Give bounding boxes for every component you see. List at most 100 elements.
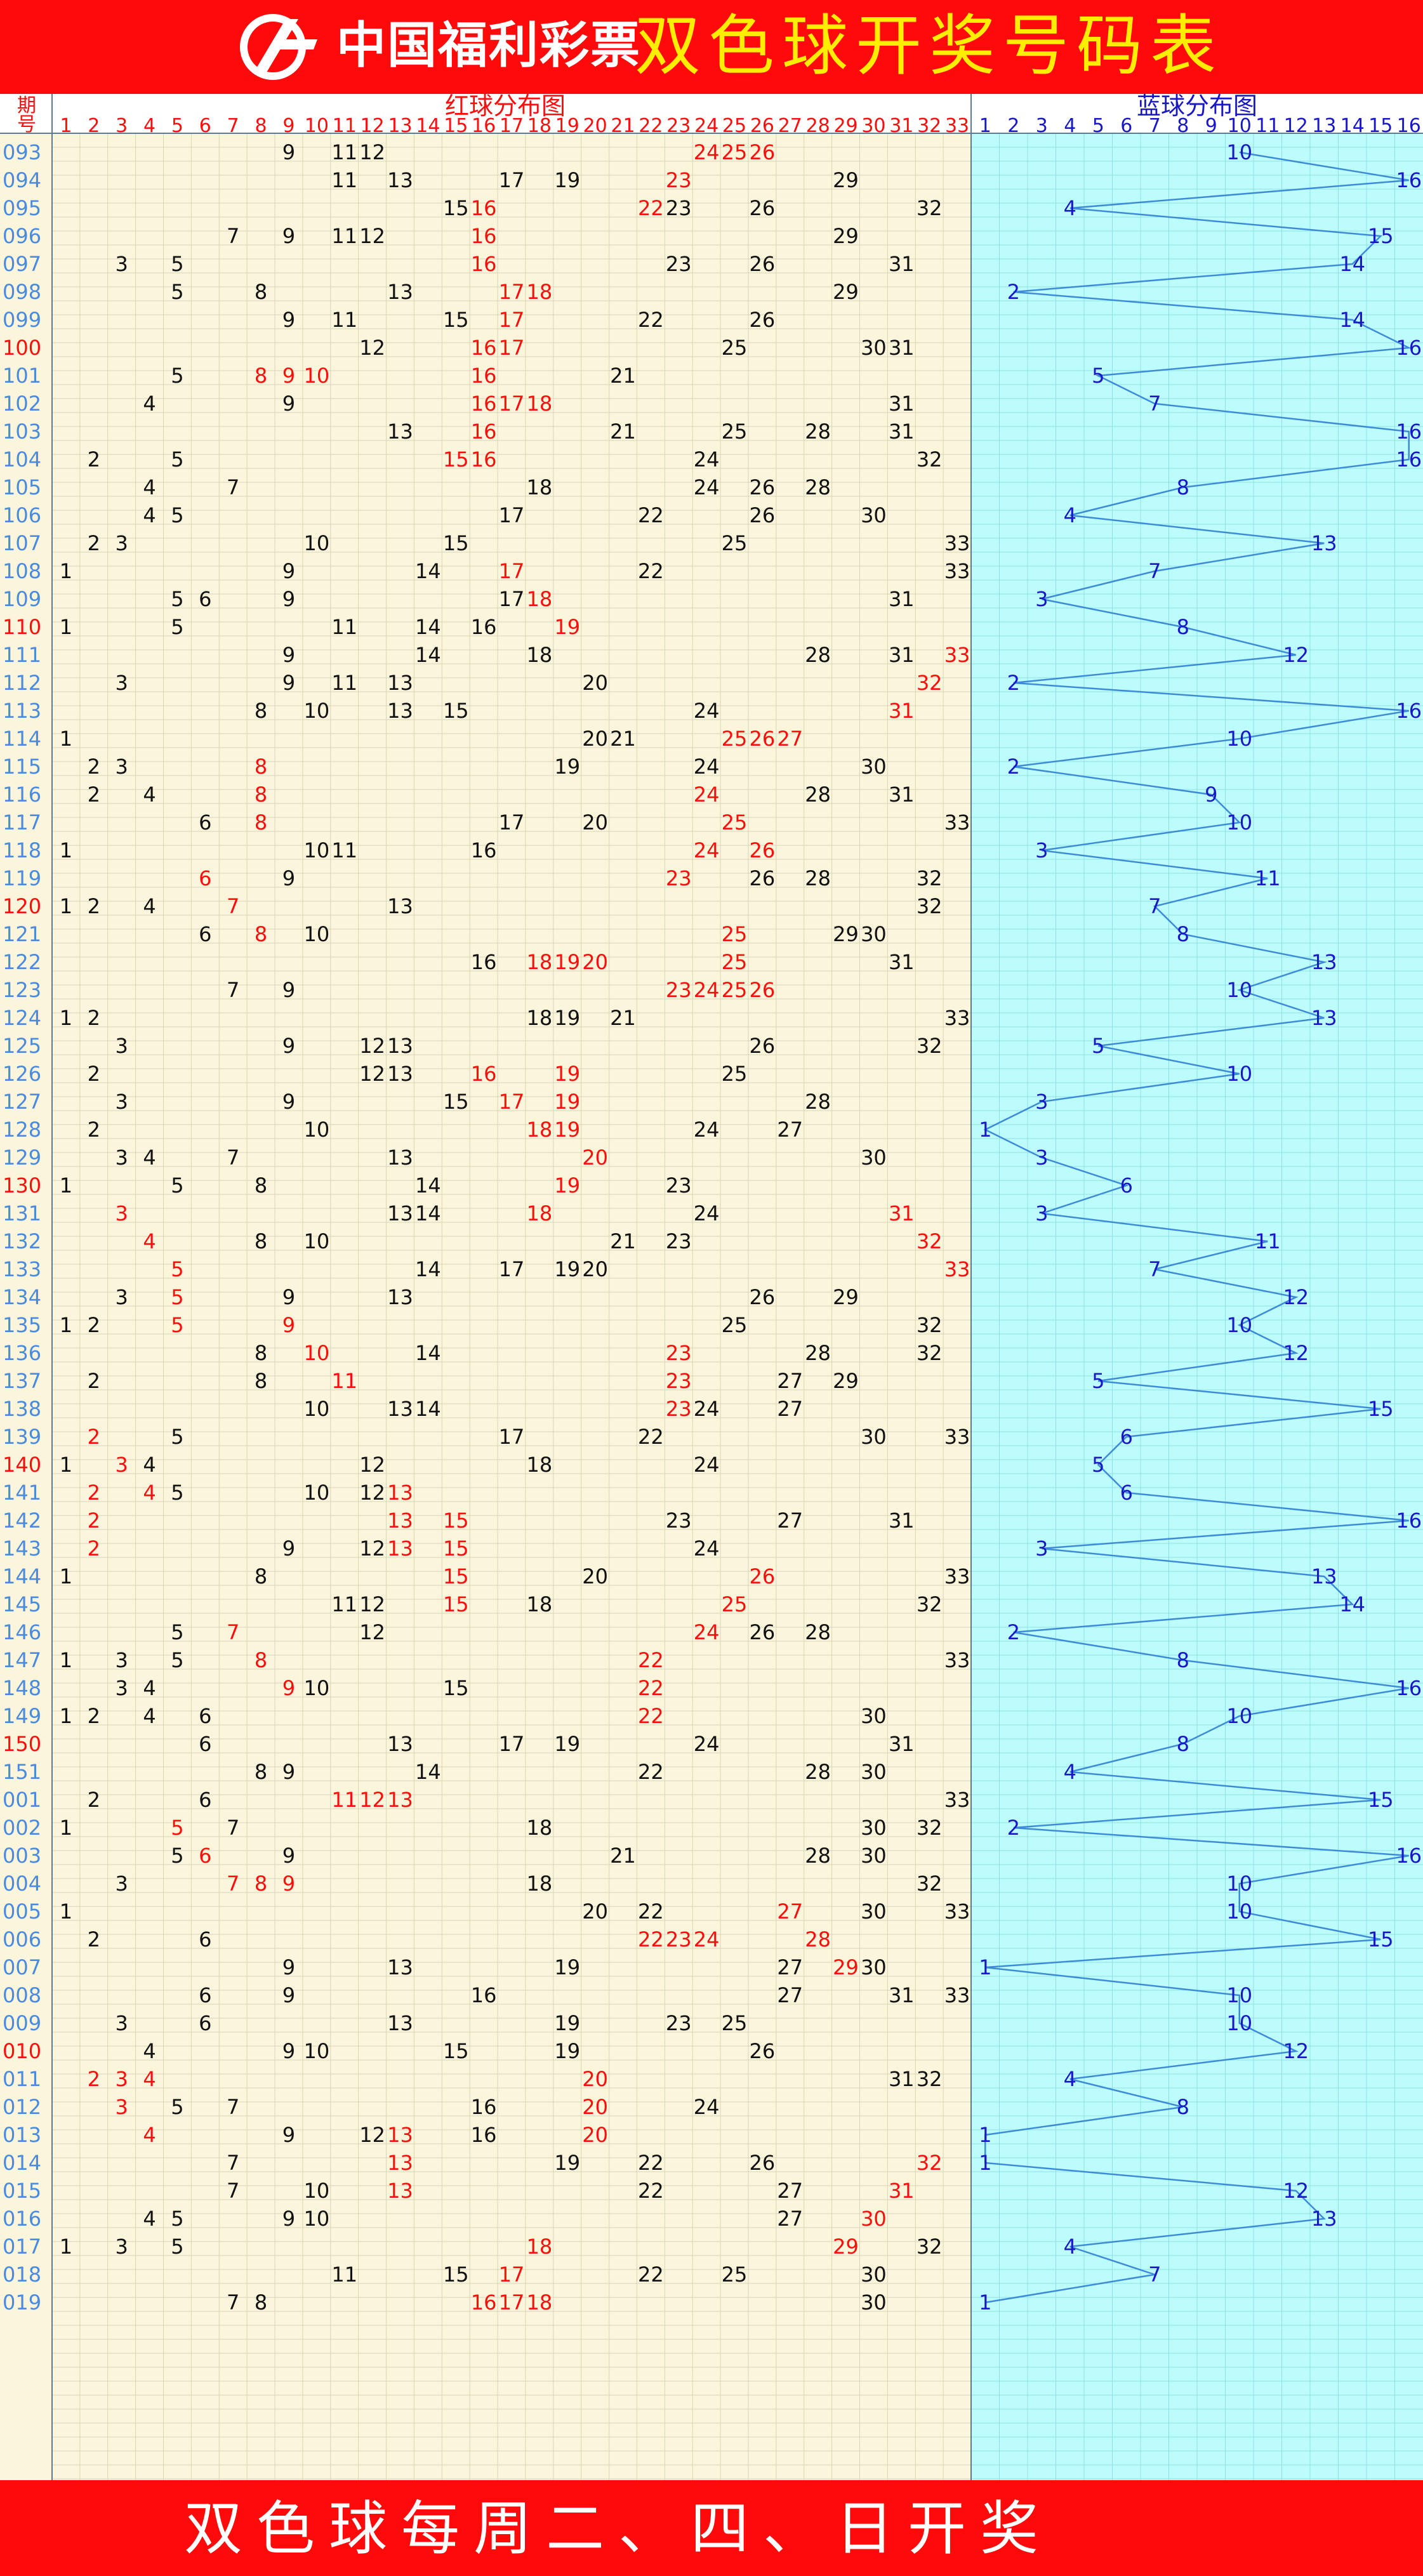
header-bar: 中国福利彩票 双色球开奖号码表: [0, 0, 1423, 94]
draw-row: 014 7 13 19 22 26 32 1: [3, 2151, 991, 2175]
red-ball-number: 28: [805, 1927, 831, 1952]
blue-ball-number: 13: [1311, 1006, 1337, 1030]
red-ball-number: 22: [638, 559, 664, 583]
red-ball-number: 19: [554, 1118, 580, 1142]
red-ball-number: 15: [443, 308, 469, 332]
red-ball-number: 23: [666, 168, 692, 192]
period-number: 004: [3, 1872, 41, 1896]
red-ball-number: 16: [471, 252, 497, 276]
blue-column-label: 8: [1177, 115, 1189, 137]
period-number: 117: [3, 810, 41, 835]
grid-lines: [52, 133, 1423, 2480]
red-ball-number: 3: [116, 252, 128, 276]
blue-ball-number: 12: [1283, 2039, 1309, 2063]
red-ball-number: 9: [282, 364, 295, 388]
red-ball-number: 23: [666, 1341, 692, 1365]
red-ball-number: 8: [255, 1173, 267, 1198]
red-ball-number: 5: [171, 1648, 183, 1672]
red-ball-number: 11: [331, 1788, 357, 1812]
red-ball-number: 21: [610, 1844, 636, 1868]
draw-row: 093 9 11 12 24 25 26 10: [3, 140, 1252, 164]
red-ball-number: 9: [282, 1872, 295, 1896]
red-ball-number: 21: [610, 1229, 636, 1253]
red-ball-number: 25: [722, 2011, 748, 2035]
red-ball-number: 8: [255, 2290, 267, 2315]
red-ball-number: 28: [805, 1620, 831, 1644]
red-ball-number: 10: [303, 2179, 329, 2203]
red-ball-number: 13: [387, 1285, 413, 1309]
red-ball-number: 20: [582, 2123, 608, 2147]
red-ball-number: 26: [750, 2039, 776, 2063]
red-ball-number: 12: [359, 1453, 385, 1477]
red-ball-number: 5: [171, 1816, 183, 1840]
red-column-label: 25: [722, 115, 746, 137]
red-ball-number: 22: [638, 1648, 664, 1672]
blue-ball-number: 14: [1339, 1592, 1365, 1616]
red-ball-number: 20: [582, 1257, 608, 1281]
red-ball-number: 11: [331, 224, 357, 248]
red-ball-number: 18: [527, 1006, 553, 1030]
red-ball-number: 1: [60, 1816, 72, 1840]
red-ball-number: 5: [171, 615, 183, 639]
red-ball-number: 30: [861, 1146, 887, 1170]
blue-ball-number: 16: [1396, 1844, 1422, 1868]
red-ball-number: 9: [282, 1983, 295, 2007]
blue-column-label: 14: [1340, 115, 1365, 137]
red-ball-number: 2: [88, 783, 100, 807]
blue-ball-number: 7: [1148, 559, 1161, 583]
blue-ball-number: 4: [1064, 2067, 1076, 2091]
draw-schedule-text: 双色球每周二、四、日开奖: [184, 2495, 1053, 2563]
red-column-label: 10: [305, 115, 329, 137]
draw-row: 137 2 8 11 23 27 29 5: [3, 1369, 1104, 1393]
draw-row: 119 6 9 23 26 28 32 11: [3, 866, 1281, 890]
period-number: 013: [3, 2123, 41, 2147]
period-number: 001: [3, 1788, 41, 1812]
red-ball-number: 20: [582, 671, 608, 695]
red-ball-number: 19: [554, 1173, 580, 1198]
blue-ball-number: 7: [1148, 392, 1161, 416]
red-ball-number: 31: [889, 1509, 915, 1533]
red-ball-number: 31: [889, 587, 915, 611]
red-column-label: 4: [143, 115, 156, 137]
period-number: 098: [3, 280, 41, 304]
red-ball-number: 30: [861, 755, 887, 779]
blue-ball-number: 6: [1120, 1481, 1133, 1505]
red-ball-number: 25: [722, 419, 748, 444]
red-ball-number: 10: [303, 531, 329, 555]
red-ball-number: 27: [777, 1983, 803, 2007]
blue-ball-number: 1: [979, 2151, 991, 2175]
red-ball-number: 13: [387, 1788, 413, 1812]
red-ball-number: 23: [666, 978, 692, 1002]
red-ball-number: 25: [722, 1313, 748, 1337]
draw-row: 102 4 9 16 17 18 31 7: [3, 392, 1161, 416]
red-ball-number: 12: [359, 224, 385, 248]
red-ball-number: 23: [666, 866, 692, 890]
blue-ball-number: 9: [1205, 783, 1217, 807]
red-ball-number: 24: [694, 140, 720, 164]
draw-row: 098 5 8 13 17 18 29 2: [3, 280, 1020, 304]
red-ball-number: 6: [199, 1844, 211, 1868]
draw-row: 113 8 10 13 15 24 31 16: [3, 699, 1422, 723]
red-ball-number: 9: [282, 1955, 295, 1979]
red-ball-number: 16: [471, 1983, 497, 2007]
draw-row: 008 6 9 16 27 31 33 10: [3, 1983, 1252, 2007]
red-ball-number: 21: [610, 1006, 636, 1030]
draw-row: 003 5 6 9 21 28 30 16: [3, 1844, 1422, 1868]
red-column-label: 15: [444, 115, 468, 137]
red-ball-number: 25: [722, 1062, 748, 1086]
red-ball-number: 33: [944, 531, 970, 555]
red-ball-number: 17: [499, 503, 525, 527]
period-number: 119: [3, 866, 41, 890]
period-number: 003: [3, 1844, 41, 1868]
draw-row: 143 2 9 12 13 15 24 3: [3, 1536, 1048, 1561]
draw-row: 005 1 20 22 27 30 33 10: [3, 1899, 1252, 1924]
red-ball-number: 13: [387, 1201, 413, 1225]
blue-column-labels: 1 2 3 4 5 6 7 8 9 10 11 12 13 14 15 16: [979, 115, 1421, 137]
red-ball-number: 20: [582, 1899, 608, 1924]
red-ball-number: 11: [331, 671, 357, 695]
red-ball-number: 9: [282, 643, 295, 667]
red-ball-number: 30: [861, 1760, 887, 1784]
red-ball-number: 19: [554, 950, 580, 974]
red-ball-number: 30: [861, 1955, 887, 1979]
red-ball-number: 16: [471, 196, 497, 220]
